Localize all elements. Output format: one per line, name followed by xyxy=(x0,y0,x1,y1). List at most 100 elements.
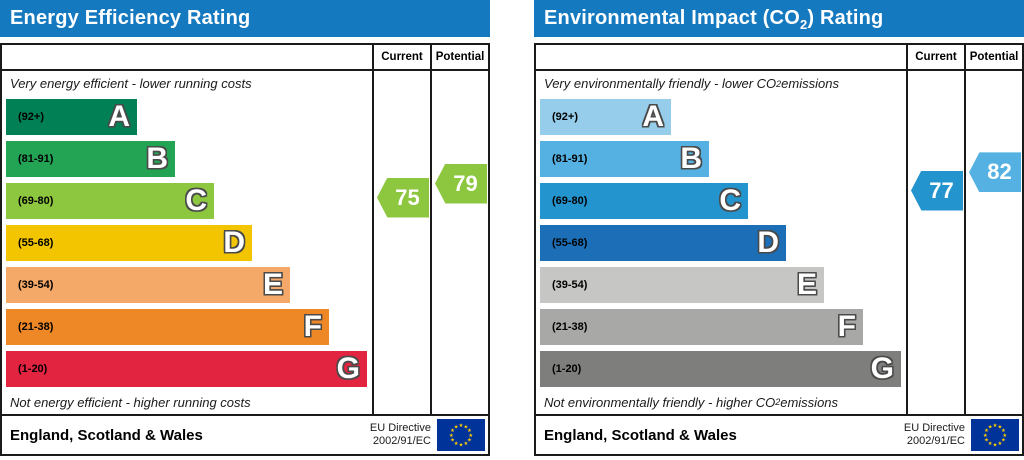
band-letter: D xyxy=(223,226,245,259)
table-header-row: Current Potential xyxy=(536,45,1022,71)
band-range-label: (92+) xyxy=(552,111,578,123)
band-bar-c: (69-80) C xyxy=(6,183,214,219)
current-rating-arrow: 75 xyxy=(377,177,429,218)
svg-text:★: ★ xyxy=(988,424,993,430)
band-letter: G xyxy=(870,352,894,385)
band-letter: A xyxy=(642,100,664,133)
band-range-label: (69-80) xyxy=(18,195,54,207)
band-row-b: (81-91) B xyxy=(2,138,372,180)
band-row-f: (21-38) F xyxy=(536,306,906,348)
panel-title: Energy Efficiency Rating xyxy=(0,0,490,37)
region-label: England, Scotland & Wales xyxy=(544,426,737,444)
svg-text:★: ★ xyxy=(984,438,989,444)
band-letter: E xyxy=(796,268,817,301)
band-range-label: (81-91) xyxy=(18,153,54,165)
rating-table: Current Potential Very energy efficient … xyxy=(0,43,490,456)
band-row-f: (21-38) F xyxy=(2,306,372,348)
band-bar-c: (69-80) C xyxy=(540,183,748,219)
current-column: 75 xyxy=(372,71,430,414)
environmental-impact-panel: Environmental Impact (CO2) Rating Curren… xyxy=(534,0,1024,456)
svg-text:★: ★ xyxy=(984,428,989,434)
svg-text:★: ★ xyxy=(454,441,459,447)
band-row-e: (39-54) E xyxy=(536,264,906,306)
svg-text:★: ★ xyxy=(997,441,1002,447)
band-letter: A xyxy=(108,100,130,133)
band-bar-g: (1-20) G xyxy=(540,351,901,387)
band-range-label: (21-38) xyxy=(552,321,588,333)
band-bar-f: (21-38) F xyxy=(540,309,863,345)
potential-column: 79 xyxy=(430,71,488,414)
band-letter: F xyxy=(837,310,856,343)
band-row-a: (92+) A xyxy=(2,96,372,138)
caption-top: Very energy efficient - lower running co… xyxy=(10,76,252,91)
band-bar-b: (81-91) B xyxy=(540,141,709,177)
band-row-d: (55-68) D xyxy=(2,222,372,264)
svg-text:★: ★ xyxy=(467,438,472,444)
band-range-label: (1-20) xyxy=(18,363,48,375)
svg-text:★: ★ xyxy=(463,424,468,430)
band-bar-d: (55-68) D xyxy=(540,225,786,261)
svg-text:★: ★ xyxy=(988,441,993,447)
band-range-label: (92+) xyxy=(18,111,44,123)
band-letter: B xyxy=(680,142,702,175)
band-bar-e: (39-54) E xyxy=(540,267,824,303)
band-range-label: (55-68) xyxy=(552,237,588,249)
caption-bottom: Not energy efficient - higher running co… xyxy=(10,394,251,410)
eu-flag-icon: ★ ★★ ★★★ ★★★ ★★★ xyxy=(971,419,1019,451)
potential-column-header: Potential xyxy=(964,45,1022,69)
band-range-label: (39-54) xyxy=(552,279,588,291)
band-range-label: (81-91) xyxy=(552,153,588,165)
band-bar-a: (92+) A xyxy=(540,99,671,135)
svg-text:★: ★ xyxy=(459,443,464,449)
svg-text:★: ★ xyxy=(449,433,454,439)
svg-text:★: ★ xyxy=(1001,428,1006,434)
band-letter: F xyxy=(303,310,322,343)
band-range-label: (1-20) xyxy=(552,363,582,375)
header-spacer xyxy=(536,45,906,69)
band-row-c: (69-80) C xyxy=(2,180,372,222)
table-footer: England, Scotland & Wales EU Directive 2… xyxy=(536,414,1022,454)
band-row-a: (92+) A xyxy=(536,96,906,138)
band-letter: C xyxy=(719,184,741,217)
potential-rating-arrow: 79 xyxy=(435,163,487,204)
band-row-g: (1-20) G xyxy=(536,348,906,390)
caption-bottom: Not environmentally friendly - higher CO… xyxy=(544,394,839,410)
potential-column: 82 xyxy=(964,71,1022,414)
region-label: England, Scotland & Wales xyxy=(10,426,203,444)
svg-text:★: ★ xyxy=(1001,438,1006,444)
svg-text:★: ★ xyxy=(467,428,472,434)
svg-text:★: ★ xyxy=(463,441,468,447)
band-row-d: (55-68) D xyxy=(536,222,906,264)
table-body: Very environmentally friendly - lower CO… xyxy=(536,71,1022,414)
svg-text:★: ★ xyxy=(468,433,473,439)
svg-text:★: ★ xyxy=(1002,433,1007,439)
band-bar-d: (55-68) D xyxy=(6,225,252,261)
eu-directive-text: EU Directive 2002/91/EC xyxy=(369,421,431,447)
svg-text:★: ★ xyxy=(450,438,455,444)
band-bar-a: (92+) A xyxy=(6,99,137,135)
band-range-label: (21-38) xyxy=(18,321,54,333)
band-letter: C xyxy=(185,184,207,217)
band-bar-f: (21-38) F xyxy=(6,309,329,345)
svg-text:★: ★ xyxy=(993,443,998,449)
rating-table: Current Potential Very environmentally f… xyxy=(534,43,1024,456)
header-spacer xyxy=(2,45,372,69)
current-column: 77 xyxy=(906,71,964,414)
panel-title: Environmental Impact (CO2) Rating xyxy=(534,0,1024,37)
table-body: Very energy efficient - lower running co… xyxy=(2,71,488,414)
band-bar-e: (39-54) E xyxy=(6,267,290,303)
band-letter: E xyxy=(262,268,283,301)
band-chart: Very energy efficient - lower running co… xyxy=(2,71,372,414)
potential-rating-arrow: 82 xyxy=(969,152,1021,193)
svg-text:★: ★ xyxy=(459,423,464,429)
band-row-g: (1-20) G xyxy=(2,348,372,390)
svg-text:★: ★ xyxy=(450,428,455,434)
band-chart: Very environmentally friendly - lower CO… xyxy=(536,71,906,414)
band-row-c: (69-80) C xyxy=(536,180,906,222)
table-footer: England, Scotland & Wales EU Directive 2… xyxy=(2,414,488,454)
band-letter: G xyxy=(336,352,360,385)
current-column-header: Current xyxy=(372,45,430,69)
band-bar-g: (1-20) G xyxy=(6,351,367,387)
band-letter: D xyxy=(757,226,779,259)
eu-flag-icon: ★ ★★ ★★★ ★★★ ★★★ xyxy=(437,419,485,451)
